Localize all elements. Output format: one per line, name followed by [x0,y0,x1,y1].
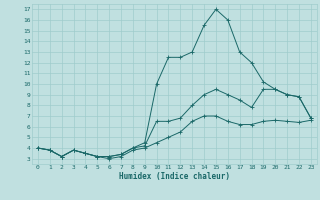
X-axis label: Humidex (Indice chaleur): Humidex (Indice chaleur) [119,172,230,181]
